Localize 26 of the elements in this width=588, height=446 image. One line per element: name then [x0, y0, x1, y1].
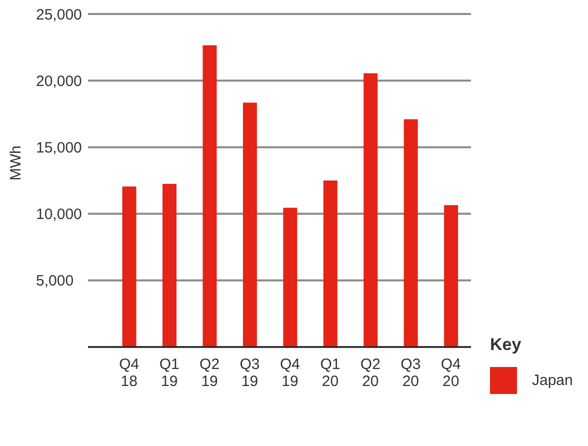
x-tick-label: Q3 19 — [240, 356, 260, 390]
x-tick-label: Q1 20 — [320, 356, 340, 390]
bar — [323, 180, 338, 347]
x-tick-label: Q2 19 — [200, 356, 220, 390]
y-tick-label: 20,000 — [36, 72, 82, 90]
bar — [364, 73, 378, 347]
x-tick-label: Q4 18 — [119, 356, 140, 390]
x-tick-label: Q4 20 — [440, 356, 461, 390]
legend-label: Japan — [532, 372, 573, 389]
x-tick-label: Q1 19 — [159, 356, 180, 390]
y-axis-title: MWh — [7, 146, 24, 180]
bar — [162, 184, 176, 347]
legend-title: Key — [490, 335, 522, 355]
bar — [242, 102, 257, 347]
bar — [404, 119, 418, 347]
bar — [444, 205, 458, 347]
x-tick-label: Q2 20 — [360, 356, 380, 390]
y-tick-label: 15,000 — [36, 139, 82, 156]
x-tick-label: Q3 20 — [400, 356, 421, 390]
x-tick-label: Q4 19 — [280, 356, 300, 390]
y-tick-label: 5,000 — [36, 272, 74, 290]
bar — [122, 186, 136, 347]
bar — [202, 45, 217, 347]
y-tick-label: 25,000 — [36, 6, 82, 24]
bar — [283, 208, 298, 347]
y-tick-label: 10,000 — [36, 206, 82, 224]
